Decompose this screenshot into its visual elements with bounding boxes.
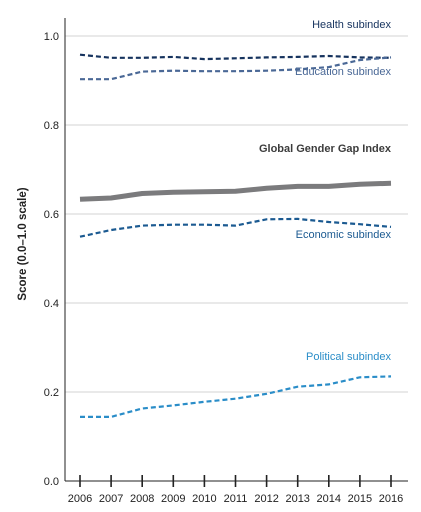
series-line xyxy=(80,375,392,418)
x-tick-label: 2009 xyxy=(161,493,185,505)
series-label: Political subindex xyxy=(306,351,391,363)
axes: 0.0 0.2 0.4 0.6 0.8 1.0 2006 2007 2008 2009 2010 20… xyxy=(44,18,408,505)
series-label: Global Gender Gap Index xyxy=(259,143,392,155)
series-line xyxy=(79,53,392,61)
series-lines xyxy=(79,53,392,418)
series-label: Health subindex xyxy=(312,19,391,31)
series-line xyxy=(79,217,392,238)
x-tick-label: 2015 xyxy=(348,493,372,505)
y-tick-label: 0.0 xyxy=(44,476,59,488)
y-tick-label: 0.2 xyxy=(44,387,59,399)
x-tick-label: 2012 xyxy=(254,493,278,505)
x-tick-label: 2008 xyxy=(130,493,154,505)
series-line xyxy=(79,180,392,202)
y-tick-label: 0.6 xyxy=(44,209,59,221)
y-tick-label: 0.8 xyxy=(44,120,59,132)
gridlines xyxy=(65,35,408,393)
y-tick-label: 0.4 xyxy=(44,298,59,310)
series-label: Education subindex xyxy=(295,66,392,78)
x-tick-label: 2011 xyxy=(224,493,248,505)
series-label: Economic subindex xyxy=(296,229,392,241)
series-line xyxy=(80,56,392,81)
x-tick-label: 2007 xyxy=(99,493,123,505)
x-tick-label: 2013 xyxy=(285,493,309,505)
y-tick-label: 1.0 xyxy=(44,31,59,43)
x-tick-label: 2006 xyxy=(68,493,92,505)
x-tick-label: 2010 xyxy=(192,493,216,505)
x-tick-label: 2014 xyxy=(317,493,341,505)
series-labels: Health subindex Education subindex Global … xyxy=(259,19,392,363)
y-axis-title: Score (0.0–1.0 scale) xyxy=(17,187,29,300)
x-tick-label: 2016 xyxy=(379,493,403,505)
